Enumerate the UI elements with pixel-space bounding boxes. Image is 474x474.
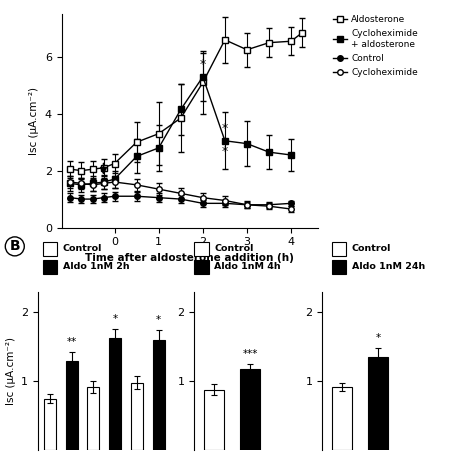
Text: B: B (9, 239, 20, 254)
X-axis label: Time after aldosterone addition (h): Time after aldosterone addition (h) (85, 253, 294, 263)
Text: *: * (222, 122, 228, 135)
Text: ***: *** (243, 349, 258, 359)
Bar (87, 387, 100, 450)
Bar (131, 383, 143, 450)
Text: **: ** (66, 337, 77, 347)
Text: *: * (156, 315, 161, 325)
Bar (44, 399, 56, 450)
Bar (109, 338, 121, 450)
Bar (332, 387, 352, 450)
Bar (368, 357, 388, 450)
Bar (204, 390, 224, 450)
Text: Control: Control (352, 245, 391, 253)
Text: Control: Control (214, 245, 254, 253)
Text: Control: Control (63, 245, 102, 253)
Bar (66, 361, 78, 450)
Bar (153, 340, 164, 450)
Legend: Aldosterone, Cycloheximide
+ aldosterone, Control, Cycloheximide: Aldosterone, Cycloheximide + aldosterone… (332, 15, 419, 78)
Text: *: * (376, 333, 381, 343)
Text: Aldo 1nM 2h: Aldo 1nM 2h (63, 263, 129, 271)
Text: *: * (200, 58, 206, 71)
Text: *: * (222, 145, 228, 158)
Text: Aldo 1nM 4h: Aldo 1nM 4h (214, 263, 281, 271)
Y-axis label: Isc (μA.cm⁻²): Isc (μA.cm⁻²) (6, 337, 16, 405)
Text: Aldo 1nM 24h: Aldo 1nM 24h (352, 263, 425, 271)
Text: *: * (113, 314, 118, 324)
Bar (240, 369, 260, 450)
Y-axis label: Isc (μA.cm⁻²): Isc (μA.cm⁻²) (29, 87, 39, 155)
